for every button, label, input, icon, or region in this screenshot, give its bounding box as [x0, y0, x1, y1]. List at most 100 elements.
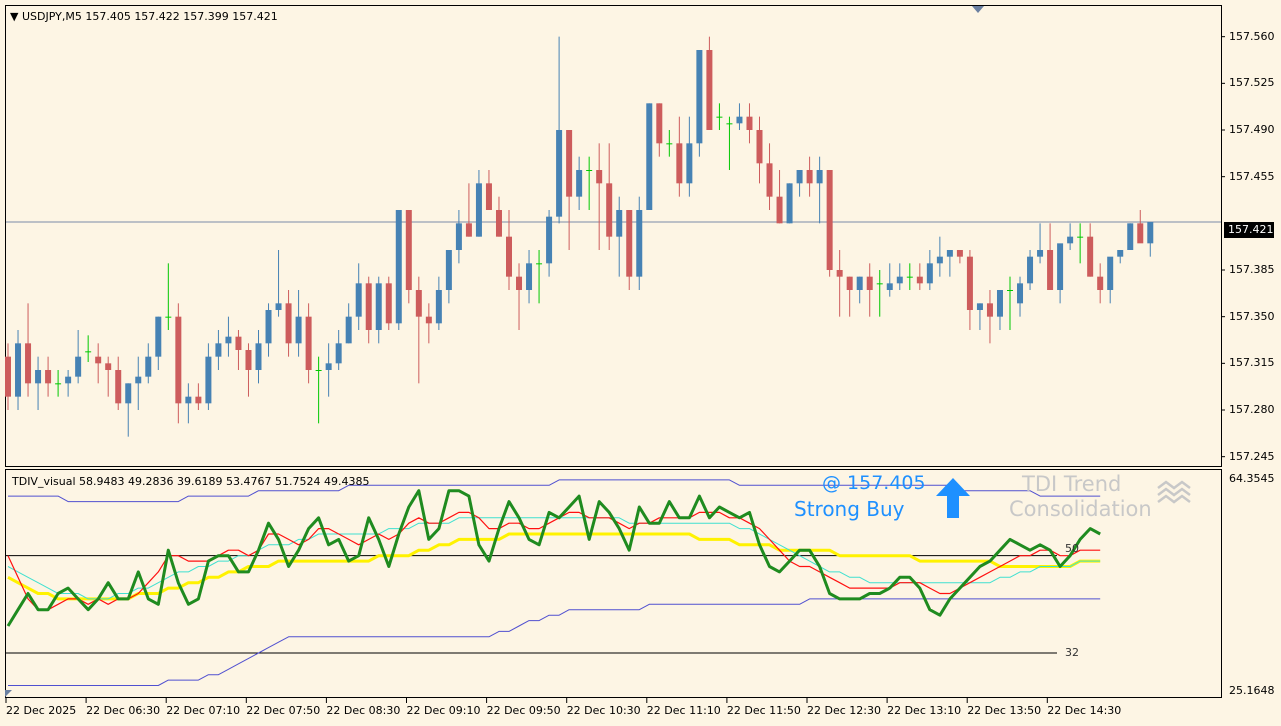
candle-body — [235, 336, 242, 350]
candle-body — [485, 183, 492, 210]
candle-body — [876, 283, 883, 285]
candle-body — [756, 130, 763, 164]
candle-body — [1117, 250, 1124, 257]
candle-body — [946, 250, 953, 257]
time-axis-label: 22 Dec 10:30 — [566, 704, 641, 717]
candle-body — [95, 356, 102, 364]
candle-body — [325, 363, 332, 370]
time-axis-label: 22 Dec 09:50 — [486, 704, 561, 717]
time-axis-label: 22 Dec 14:30 — [1047, 704, 1122, 717]
candle-body — [866, 276, 873, 290]
candle-body — [65, 376, 72, 384]
candle-body — [776, 196, 783, 224]
price-axis-label: 157.245 — [1229, 449, 1275, 463]
time-axis-label: 22 Dec 06:30 — [86, 704, 161, 717]
indicator-line-signal — [7, 511, 1101, 611]
candle-body — [445, 250, 452, 290]
candle-body — [1007, 290, 1013, 291]
candle-body — [335, 343, 342, 364]
indicator-panel[interactable] — [5, 469, 1222, 698]
candle-body — [135, 376, 142, 384]
candle-body — [105, 363, 112, 370]
candle-body — [1037, 250, 1044, 257]
candle-body — [1017, 283, 1024, 304]
time-axis-label: 22 Dec 13:50 — [967, 704, 1042, 717]
level-32-label: 32 — [1065, 646, 1079, 659]
candle-body — [395, 210, 402, 324]
time-axis-label: 22 Dec 09:10 — [406, 704, 481, 717]
wave-icon — [1156, 480, 1196, 506]
price-axis-label: 157.350 — [1229, 309, 1275, 323]
candle-body — [956, 250, 963, 257]
indicator-line-mid — [7, 532, 1101, 601]
candle-body — [85, 351, 92, 353]
candle-body — [1057, 243, 1064, 290]
candle-body — [75, 356, 82, 377]
candle-body — [25, 343, 32, 384]
candle-body — [1047, 250, 1054, 290]
indicator-axis-top: 64.3545 — [1229, 472, 1275, 485]
candle-body — [556, 130, 563, 217]
candle-body — [786, 183, 793, 224]
chart-symbol-header[interactable]: ▼ USDJPY,M5 157.405 157.422 157.399 157.… — [10, 10, 278, 23]
trend-state: Consolidation — [1009, 497, 1152, 521]
candle-body — [195, 396, 202, 404]
candle-body — [936, 256, 943, 264]
candle-body — [736, 116, 743, 124]
candle-body — [125, 383, 132, 404]
candle-body — [1067, 236, 1074, 244]
candle-body — [265, 310, 272, 344]
candle-body — [926, 263, 933, 284]
candle-body — [355, 283, 362, 317]
candle-body — [385, 283, 392, 324]
candle-body — [1027, 256, 1034, 284]
candle-body — [405, 210, 412, 290]
level-50-label: 50 — [1065, 542, 1079, 555]
up-arrow-icon — [936, 478, 970, 518]
candle-body — [275, 303, 282, 310]
candle-body — [475, 183, 482, 237]
candle-body — [455, 223, 462, 250]
candle-body — [345, 316, 352, 344]
candle-body — [1107, 256, 1114, 290]
candle-body — [115, 370, 122, 404]
candle-body — [616, 210, 623, 237]
signal-label: Strong Buy — [794, 497, 905, 521]
candle-body — [35, 370, 42, 384]
candle-body — [415, 290, 422, 317]
candle-body — [816, 170, 823, 184]
candle-body — [1147, 222, 1154, 244]
candle-body — [826, 170, 833, 270]
candle-body — [576, 170, 583, 197]
candle-body — [55, 383, 62, 385]
price-axis-label: 157.525 — [1229, 76, 1275, 90]
candle-body — [886, 283, 893, 290]
candle-body — [676, 143, 683, 184]
dropdown-triangle-icon[interactable]: ▼ — [10, 10, 19, 23]
candle-body — [1137, 223, 1144, 244]
candle-body — [656, 103, 663, 144]
candle-body — [546, 216, 553, 264]
candle-body — [435, 290, 442, 324]
time-axis-label: 22 Dec 2025 — [6, 704, 77, 717]
candle-body — [646, 103, 653, 210]
candle-body — [516, 276, 523, 290]
indicator-header: TDIV_visual 58.9483 49.2836 39.6189 53.4… — [12, 475, 369, 488]
candle-body — [916, 276, 923, 284]
candle-body — [636, 210, 643, 277]
indicator-line-upper-band — [8, 479, 1101, 503]
candle-body — [1127, 223, 1134, 250]
scale-fix-marker-icon[interactable] — [5, 690, 12, 697]
price-axis-label: 157.315 — [1229, 356, 1275, 370]
current-price-tag: 157.421 — [1224, 222, 1274, 238]
time-axis-label: 22 Dec 08:30 — [326, 704, 401, 717]
candle-body — [746, 116, 753, 130]
chart-shift-marker-icon[interactable] — [972, 6, 984, 13]
candle-body — [295, 316, 302, 344]
candle-body — [586, 170, 593, 171]
indicator-line-rsi — [6, 489, 1101, 627]
candle-body — [686, 143, 693, 184]
candle-body — [495, 210, 502, 237]
candle-body — [375, 283, 382, 330]
candle-body — [15, 343, 22, 397]
